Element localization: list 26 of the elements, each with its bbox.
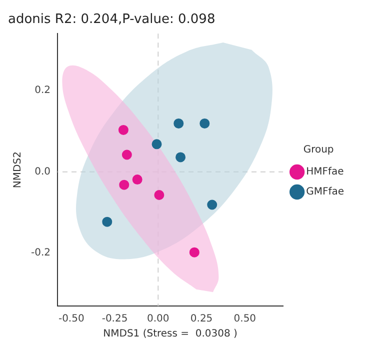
point (119, 180, 130, 190)
chart-title: adonis R2: 0.204,P-value: 0.098 (8, 12, 216, 28)
x-tick-label: 0.00 (147, 314, 170, 325)
point (176, 152, 186, 162)
point (207, 200, 218, 210)
x-tick-label: 0.25 (190, 314, 213, 325)
y-tick-label: 0.2 (34, 85, 51, 96)
legend-label: GMFfae (306, 186, 344, 198)
y-tick-label: 0.0 (34, 166, 51, 178)
point (152, 139, 162, 150)
point (122, 150, 132, 160)
point (174, 118, 184, 128)
x-tick-label: 0.50 (234, 314, 256, 325)
point (132, 174, 142, 185)
point (189, 247, 200, 258)
y-axis-title: NMDS2 (12, 152, 24, 188)
point (118, 124, 128, 135)
x-tick-label: -0.50 (58, 314, 84, 325)
y-tick-label: -0.2 (30, 248, 51, 259)
x-tick-label: -0.25 (102, 314, 128, 325)
legend-title: Group (303, 144, 334, 156)
point (154, 190, 164, 200)
point (200, 118, 210, 128)
x-axis-title: NMDS1 (Stress = 0.0308 ) (103, 328, 238, 340)
legend-label: HMFfae (306, 166, 344, 178)
point (102, 216, 112, 227)
